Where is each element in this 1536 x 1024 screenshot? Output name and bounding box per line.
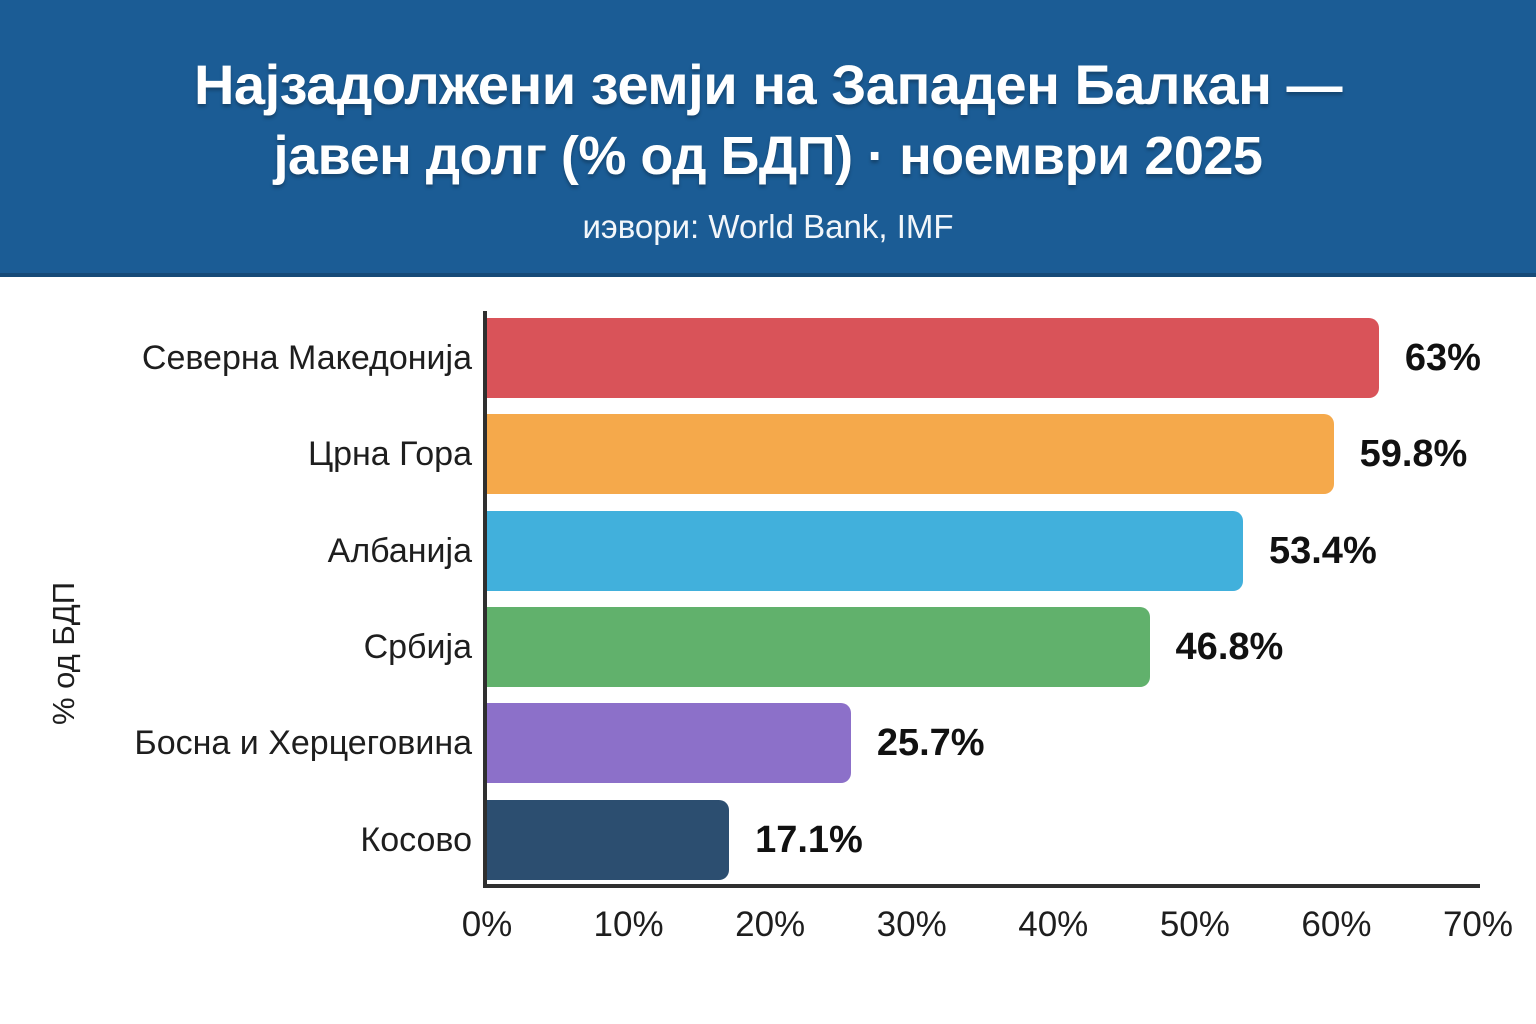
category-label: Албанија bbox=[327, 531, 472, 570]
bar-1 bbox=[487, 318, 1379, 398]
bar-row: Косово 17.1% bbox=[0, 799, 1536, 880]
y-axis-line bbox=[483, 311, 487, 885]
bar-row: Босна и Херцеговина 25.7% bbox=[0, 703, 1536, 784]
value-label: 46.8% bbox=[1175, 625, 1284, 668]
x-tick-label: 50% bbox=[1159, 905, 1230, 944]
value-label: 17.1% bbox=[755, 818, 863, 861]
bar-4 bbox=[487, 606, 1150, 687]
x-tick-label: 30% bbox=[876, 905, 947, 944]
value-label: 25.7% bbox=[876, 722, 985, 765]
bar-2 bbox=[487, 414, 1334, 495]
bar-5 bbox=[487, 703, 851, 784]
x-axis-line bbox=[483, 884, 1480, 888]
bar-row: Албанија 53.4% bbox=[0, 510, 1536, 591]
category-label: Северна Македонија bbox=[141, 339, 472, 377]
bar-6 bbox=[487, 799, 730, 880]
bar-row: Црна Гора 59.8% bbox=[0, 414, 1536, 495]
x-tick-label: 70% bbox=[1442, 905, 1514, 944]
sources-subtitle: иэвори: World Bank, IMF bbox=[582, 208, 954, 245]
chart-title-line2: јавен долг (% од БДП) · ноември 2025 bbox=[0, 120, 1536, 192]
category-label: Србија bbox=[363, 627, 472, 666]
x-tick-label: 20% bbox=[735, 905, 806, 944]
chart-title-line2-main: јавен долг (% од БДП) bbox=[273, 126, 854, 186]
x-tick-label: 40% bbox=[1018, 905, 1089, 944]
x-tick-label: 10% bbox=[593, 905, 664, 944]
chart-title-line2-date: · ноември 2025 bbox=[852, 126, 1263, 186]
category-label: Црна Гора bbox=[307, 435, 472, 474]
bar-row: Србија 46.8% bbox=[0, 606, 1536, 687]
value-label: 59.8% bbox=[1359, 433, 1468, 476]
header-banner: Најзадолжени земји на Западен Балкан — ј… bbox=[0, 0, 1536, 277]
x-tick-label: 0% bbox=[461, 905, 513, 944]
value-label: 63% bbox=[1404, 337, 1481, 379]
category-label: Босна и Херцеговина bbox=[134, 724, 472, 763]
value-label: 53.4% bbox=[1268, 529, 1377, 572]
category-label: Косово bbox=[360, 820, 472, 859]
bar-3 bbox=[487, 510, 1243, 591]
chart-title-line1: Најзадолжени земји на Западен Балкан — bbox=[193, 53, 1343, 116]
x-tick-label: 60% bbox=[1301, 905, 1372, 944]
bar-row: Северна Македонија 63% bbox=[0, 318, 1536, 398]
